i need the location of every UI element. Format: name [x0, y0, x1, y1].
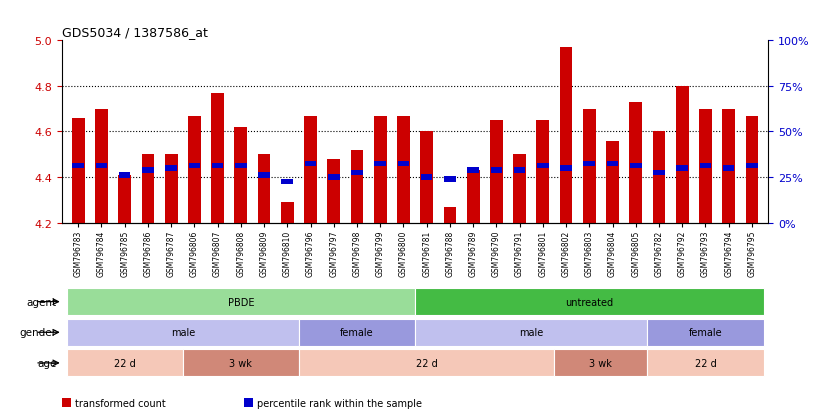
- Bar: [444, 207, 456, 223]
- Bar: [467, 171, 480, 223]
- Text: 3 wk: 3 wk: [230, 358, 252, 368]
- Bar: [491, 168, 502, 173]
- Bar: [583, 109, 596, 223]
- Text: male: male: [519, 328, 544, 337]
- Text: female: female: [689, 328, 722, 337]
- Bar: [183, 350, 299, 376]
- Text: age: age: [37, 358, 56, 368]
- Text: transformed count: transformed count: [75, 398, 166, 408]
- Bar: [648, 350, 763, 376]
- Bar: [700, 164, 711, 169]
- Bar: [96, 164, 107, 169]
- Bar: [723, 166, 734, 171]
- Bar: [554, 350, 648, 376]
- Bar: [676, 87, 689, 223]
- Bar: [699, 109, 712, 223]
- Text: 22 d: 22 d: [415, 358, 438, 368]
- Text: female: female: [340, 328, 374, 337]
- Bar: [141, 155, 154, 223]
- Bar: [444, 177, 456, 183]
- Bar: [328, 175, 339, 180]
- Bar: [72, 119, 84, 223]
- Bar: [259, 173, 270, 178]
- Bar: [536, 121, 549, 223]
- Bar: [299, 319, 415, 346]
- Bar: [95, 109, 108, 223]
- Bar: [164, 155, 178, 223]
- Bar: [676, 166, 688, 171]
- Bar: [188, 116, 201, 223]
- Bar: [415, 319, 648, 346]
- Bar: [374, 161, 386, 167]
- Text: 22 d: 22 d: [114, 358, 135, 368]
- Bar: [374, 116, 387, 223]
- Text: 22 d: 22 d: [695, 358, 716, 368]
- Bar: [299, 350, 554, 376]
- Bar: [327, 159, 340, 223]
- Bar: [165, 166, 177, 171]
- Text: 3 wk: 3 wk: [590, 358, 612, 368]
- Bar: [420, 132, 433, 223]
- Bar: [653, 132, 666, 223]
- Bar: [537, 164, 548, 169]
- Bar: [73, 164, 84, 169]
- Bar: [746, 116, 758, 223]
- Bar: [211, 94, 224, 223]
- Bar: [607, 161, 619, 167]
- Bar: [722, 109, 735, 223]
- Bar: [67, 289, 415, 315]
- Bar: [118, 175, 131, 223]
- Bar: [350, 150, 363, 223]
- Bar: [514, 168, 525, 173]
- Bar: [235, 128, 247, 223]
- Text: untreated: untreated: [565, 297, 614, 307]
- Bar: [746, 164, 757, 169]
- Bar: [630, 164, 642, 169]
- Bar: [421, 175, 433, 180]
- Bar: [67, 350, 183, 376]
- Bar: [490, 121, 503, 223]
- Text: agent: agent: [26, 297, 56, 307]
- Bar: [606, 141, 619, 223]
- Bar: [648, 319, 763, 346]
- Text: male: male: [171, 328, 195, 337]
- Bar: [397, 161, 409, 167]
- Text: percentile rank within the sample: percentile rank within the sample: [257, 398, 422, 408]
- Bar: [560, 48, 572, 223]
- Bar: [258, 155, 270, 223]
- Bar: [560, 166, 572, 171]
- Bar: [188, 164, 200, 169]
- Bar: [397, 116, 410, 223]
- Bar: [583, 161, 595, 167]
- Bar: [142, 168, 154, 173]
- Bar: [513, 155, 526, 223]
- Text: PBDE: PBDE: [228, 297, 254, 307]
- Bar: [653, 170, 665, 176]
- Bar: [305, 161, 316, 167]
- Bar: [119, 173, 131, 178]
- Bar: [235, 164, 247, 169]
- Bar: [282, 179, 293, 185]
- Text: gender: gender: [19, 328, 56, 337]
- Text: GDS5034 / 1387586_at: GDS5034 / 1387586_at: [62, 26, 208, 39]
- Bar: [211, 164, 223, 169]
- Bar: [67, 319, 299, 346]
- Bar: [304, 116, 317, 223]
- Bar: [468, 168, 479, 173]
- Bar: [351, 170, 363, 176]
- Bar: [415, 289, 763, 315]
- Bar: [281, 202, 294, 223]
- Bar: [629, 102, 642, 223]
